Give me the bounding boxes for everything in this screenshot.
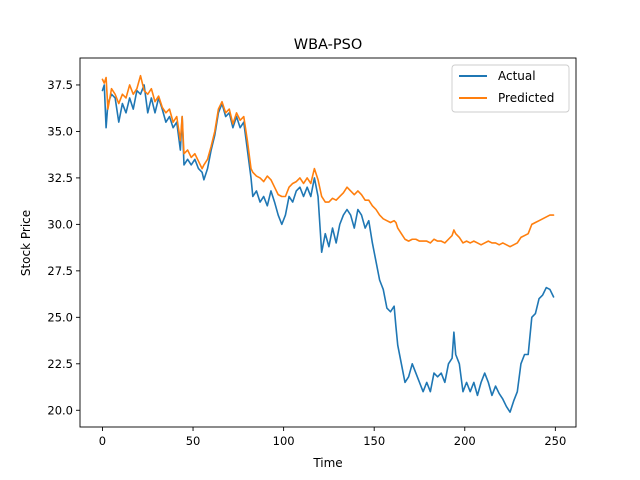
legend-label-predicted: Predicted: [498, 91, 554, 105]
x-tick-label: 0: [99, 434, 106, 448]
x-tick-label: 250: [544, 434, 566, 448]
y-tick-label: 35.0: [47, 124, 73, 138]
y-tick-label: 37.5: [47, 78, 73, 92]
y-tick-label: 22.5: [47, 357, 73, 371]
y-tick-label: 32.5: [47, 171, 73, 185]
series-layer: [101, 74, 555, 413]
chart-title: WBA-PSO: [294, 37, 362, 53]
y-tick-label: 20.0: [47, 403, 73, 417]
x-tick-label: 150: [363, 434, 385, 448]
y-axis-label: Stock Price: [19, 210, 33, 276]
x-tick-label: 200: [454, 434, 476, 448]
y-tick-label: 30.0: [47, 217, 73, 231]
y-tick-label: 25.0: [47, 310, 73, 324]
series-line-predicted: [101, 74, 555, 248]
plot-area: [79, 57, 577, 428]
x-tick-label: 50: [186, 434, 201, 448]
series-line-actual: [101, 84, 555, 413]
axes-frame: [79, 57, 577, 428]
y-tick-label: 27.5: [47, 264, 73, 278]
x-tick-label: 100: [273, 434, 295, 448]
legend: Actual Predicted: [451, 64, 570, 113]
x-axis-label: Time: [312, 456, 342, 470]
y-axis-ticks: 20.0 22.5 25.0 27.5 30.0 32.5 35.0 37.5: [47, 78, 80, 417]
x-axis-ticks: 0 50 100 150 200 250: [99, 427, 566, 448]
legend-label-actual: Actual: [498, 69, 536, 83]
